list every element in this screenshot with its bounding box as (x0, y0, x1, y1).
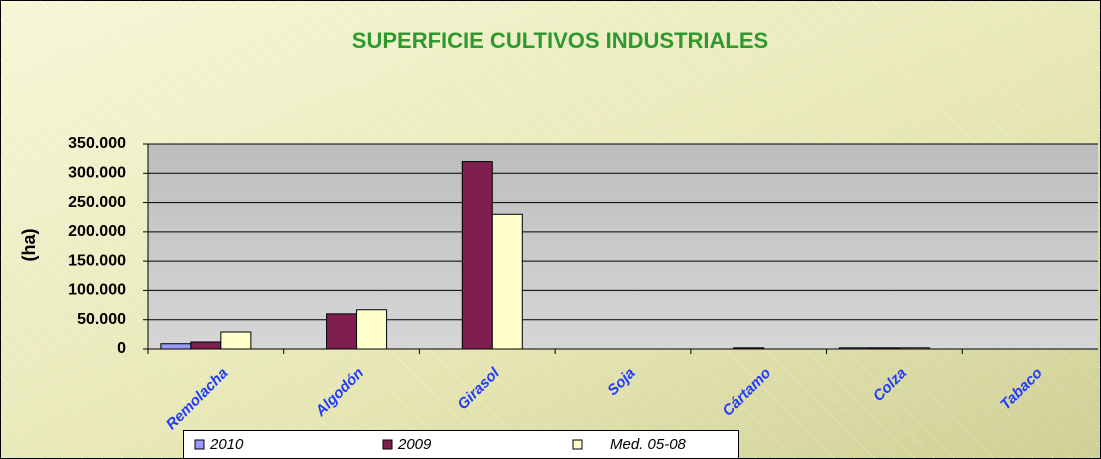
legend-swatch (194, 439, 205, 450)
bar (220, 331, 252, 350)
y-tick-label: 300.000 (68, 165, 126, 182)
y-tick-label: 50.000 (77, 311, 126, 328)
legend-swatch (572, 439, 583, 450)
bar (491, 213, 523, 350)
legend-swatch (382, 439, 393, 450)
y-tick-label: 200.000 (68, 223, 126, 240)
y-tick-label: 250.000 (68, 194, 126, 211)
legend-label: Med. 05-08 (610, 436, 687, 453)
bar (190, 341, 222, 350)
bar (356, 309, 388, 350)
y-tick-label: 0 (117, 340, 126, 357)
y-tick-label: 350.000 (68, 135, 126, 152)
bar (326, 313, 358, 350)
legend-label: 2009 (397, 436, 432, 453)
chart-title: SUPERFICIE CULTIVOS INDUSTRIALES (352, 28, 768, 53)
legend-label: 2010 (209, 436, 244, 453)
y-tick-label: 100.000 (68, 282, 126, 299)
y-tick-label: 150.000 (68, 252, 126, 269)
plot-area (148, 144, 1098, 349)
legend (183, 430, 739, 459)
bar (160, 343, 192, 350)
bar (461, 161, 493, 350)
y-axis-label: (ha) (19, 229, 39, 262)
